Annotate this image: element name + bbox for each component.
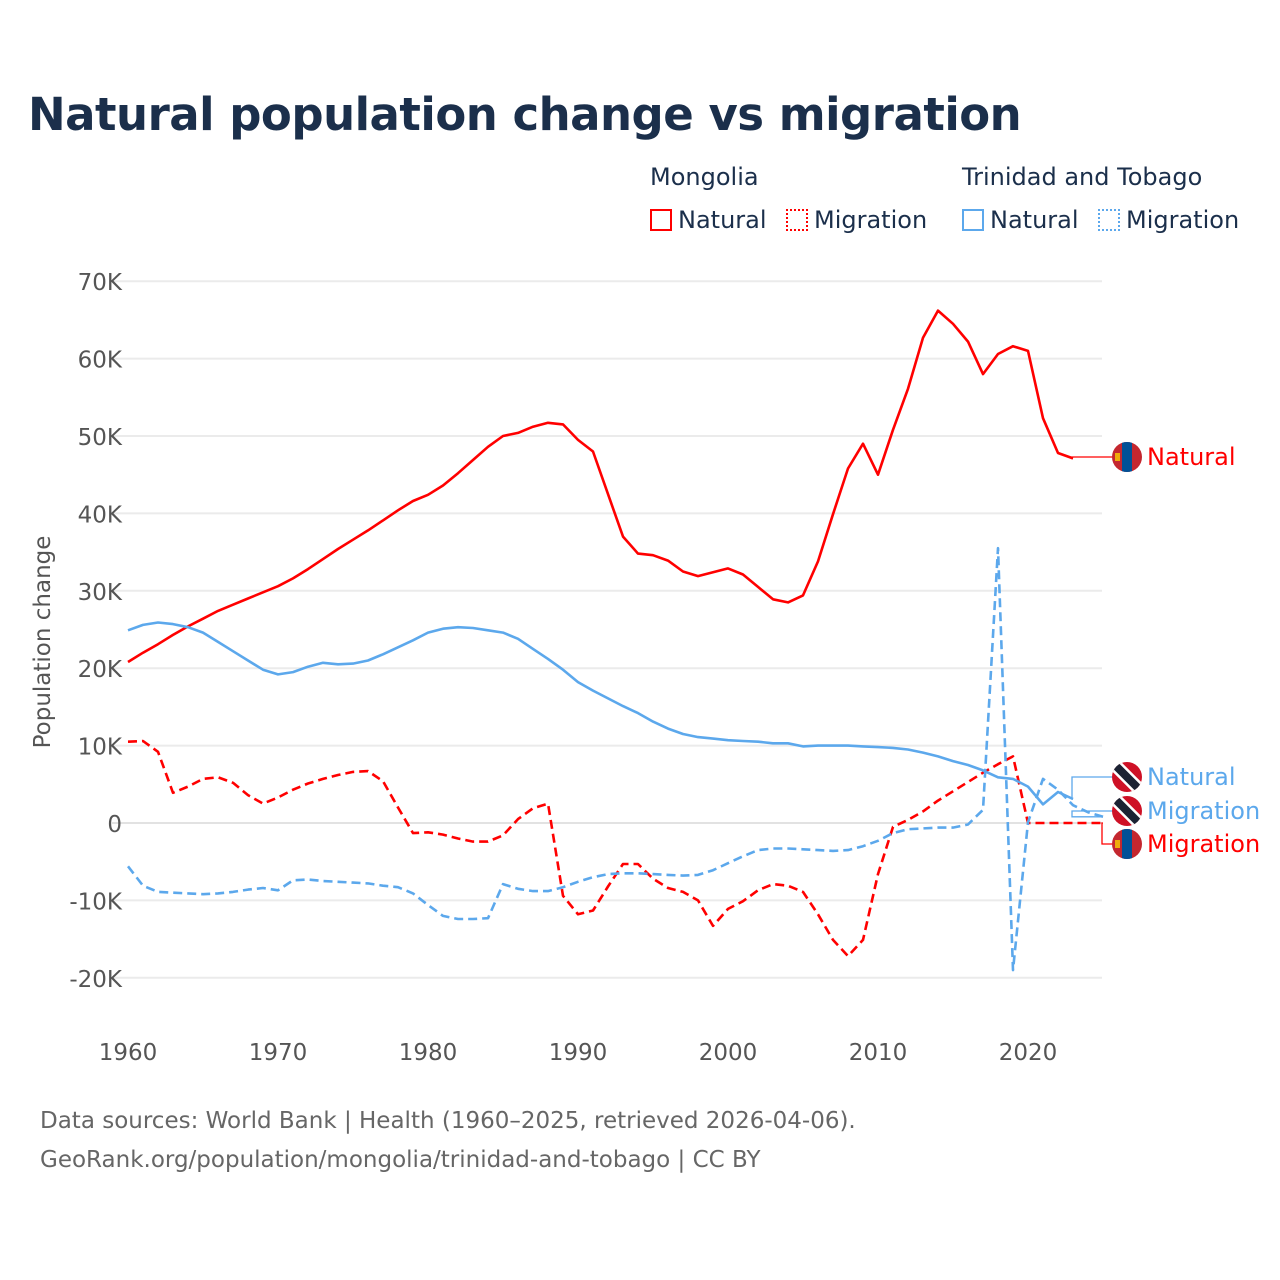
legend-label: Natural: [990, 206, 1079, 234]
x-tick-label: 1990: [549, 1040, 608, 1066]
legend-label: Migration: [814, 206, 928, 234]
mongolia-flag-icon: [1112, 442, 1142, 472]
legend-swatch-solid: [962, 209, 984, 231]
trinidad-flag-icon: [1112, 762, 1142, 792]
legend-trinidad-migration[interactable]: Migration: [1098, 206, 1239, 234]
footer-sources: Data sources: World Bank | Health (1960–…: [40, 1108, 856, 1134]
x-tick-label: 1970: [249, 1040, 308, 1066]
y-tick-label: -10K: [69, 889, 123, 915]
x-tick-label: 2000: [699, 1040, 758, 1066]
end-label: Natural: [1147, 443, 1236, 471]
label-connector: [1071, 776, 1115, 800]
legend-trinidad-natural[interactable]: Natural: [962, 206, 1079, 234]
legend-group-mongolia: Mongolia: [650, 163, 759, 191]
y-tick-label: -20K: [69, 967, 123, 993]
x-tick-label: 1960: [99, 1040, 158, 1066]
x-tick-label: 2010: [849, 1040, 908, 1066]
end-label: Migration: [1147, 830, 1260, 858]
legend-mongolia-natural[interactable]: Natural: [650, 206, 767, 234]
legend-group-trinidad: Trinidad and Tobago: [962, 163, 1203, 191]
x-tick-label: 2020: [999, 1040, 1058, 1066]
mongolia-flag-icon: [1112, 829, 1142, 859]
y-tick-label: 0: [107, 812, 122, 838]
x-tick-label: 1980: [399, 1040, 458, 1066]
y-tick-label: 70K: [78, 270, 123, 296]
series-line-2[interactable]: [127, 621, 1074, 806]
end-label: Migration: [1147, 797, 1260, 825]
legend-swatch-dotted: [786, 209, 808, 231]
y-tick-label: 40K: [78, 502, 123, 528]
series-line-1[interactable]: [127, 739, 1103, 958]
legend-label: Natural: [678, 206, 767, 234]
label-connector: [1071, 456, 1115, 460]
legend-swatch-dotted: [1098, 209, 1120, 231]
series-line-3[interactable]: [126, 546, 1104, 972]
y-tick-label: 50K: [78, 425, 123, 451]
y-tick-label: 20K: [78, 657, 123, 683]
y-axis-label: Population change: [30, 536, 56, 749]
footer-link[interactable]: GeoRank.org/population/mongolia/trinidad…: [40, 1147, 761, 1173]
y-tick-label: 10K: [78, 735, 123, 761]
end-label: Natural: [1147, 763, 1236, 791]
y-tick-label: 60K: [78, 348, 123, 374]
label-connector: [1101, 822, 1115, 845]
legend-mongolia-migration[interactable]: Migration: [786, 206, 927, 234]
y-tick-label: 30K: [78, 580, 123, 606]
chart-plot: -20K -10K 0 10K 20K 30K 40K 50K 60K 70K 1960 1970 1…: [30, 270, 1260, 1066]
chart-title: Natural population change vs migration: [28, 88, 1022, 141]
trinidad-flag-icon: [1112, 796, 1142, 826]
series-line-0[interactable]: [127, 309, 1074, 664]
label-connector: [1071, 810, 1115, 818]
legend-label: Migration: [1126, 206, 1240, 234]
legend-swatch-solid: [650, 209, 672, 231]
